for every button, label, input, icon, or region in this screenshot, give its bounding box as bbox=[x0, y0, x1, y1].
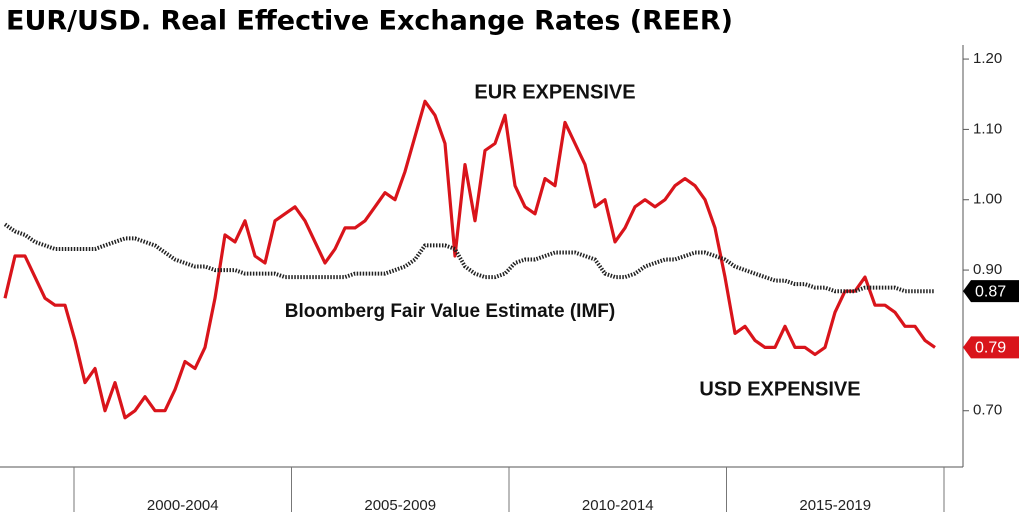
annotation: USD EXPENSIVE bbox=[699, 378, 860, 400]
y-tick-label: 1.10 bbox=[973, 120, 1002, 137]
x-tick-label: 2005-2009 bbox=[364, 497, 436, 514]
value-tag bbox=[963, 336, 1019, 359]
series-line bbox=[3, 99, 936, 420]
x-tick-label: 2000-2004 bbox=[147, 497, 219, 514]
y-tick-label: 0.90 bbox=[973, 261, 1002, 278]
y-tick-label: 1.20 bbox=[973, 50, 1002, 67]
annotation: EUR EXPENSIVE bbox=[474, 81, 635, 103]
y-tick-label: 1.00 bbox=[973, 191, 1002, 208]
y-tick-label: 0.70 bbox=[973, 402, 1002, 419]
value-tag bbox=[963, 280, 1019, 303]
x-tick-label: 2010-2014 bbox=[582, 497, 654, 514]
series-line bbox=[3, 222, 935, 294]
value-tag-label: 0.87 bbox=[975, 283, 1006, 300]
x-tick-label: 2015-2019 bbox=[799, 497, 871, 514]
chart-title: EUR/USD. Real Effective Exchange Rates (… bbox=[6, 6, 733, 37]
value-tag-label: 0.79 bbox=[975, 340, 1006, 357]
annotation: Bloomberg Fair Value Estimate (IMF) bbox=[285, 301, 615, 322]
